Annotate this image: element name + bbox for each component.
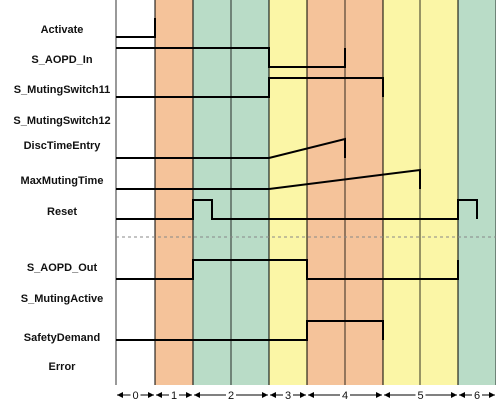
- waveforms: [116, 18, 478, 341]
- phase-label-6: 6: [474, 390, 480, 402]
- label-reset: Reset: [47, 206, 77, 218]
- phase-band-1: [155, 0, 193, 385]
- waveform-s_aopd_out: [116, 259, 459, 280]
- waveform-activate: [116, 18, 156, 38]
- label-s_aopd_out: S_AOPD_Out: [27, 262, 98, 274]
- waveform-disctimeentry: [116, 137, 346, 159]
- phase-label-5: 5: [417, 390, 423, 402]
- waveform-reset: [116, 199, 478, 220]
- phase-label-4: 4: [342, 390, 348, 402]
- phase-label-3: 3: [285, 390, 291, 402]
- label-s_mutingswitch12: S_MutingSwitch12: [13, 115, 110, 127]
- phase-band-0: [116, 0, 155, 385]
- label-disctimeentry: DiscTimeEntry: [24, 140, 102, 152]
- waveform-s_aopd_in: [116, 47, 346, 68]
- phase-axis: 0 1 2 3 4 5 6: [117, 390, 495, 402]
- label-activate: Activate: [41, 24, 84, 36]
- waveform-s_mutingswitch11: [116, 77, 384, 98]
- phase-band-6: [458, 0, 496, 385]
- label-s_mutingswitch11: S_MutingSwitch11: [14, 84, 111, 96]
- label-s_mutingactive: S_MutingActive: [21, 293, 104, 305]
- label-safetydemand: SafetyDemand: [24, 332, 100, 344]
- signal-labels: Activate S_AOPD_In S_MutingSwitch11 S_Mutin…: [13, 24, 110, 373]
- label-maxmutingtime: MaxMutingTime: [21, 175, 104, 187]
- phase-band-5: [383, 0, 458, 385]
- label-error: Error: [49, 361, 77, 373]
- label-s_aopd_in: S_AOPD_In: [31, 54, 92, 66]
- waveform-safetydemand: [116, 320, 384, 341]
- phase-band-3: [269, 0, 307, 385]
- phase-label-1: 1: [171, 390, 177, 402]
- phase-label-0: 0: [132, 390, 138, 402]
- phase-label-2: 2: [228, 390, 234, 402]
- waveform-maxmutingtime: [116, 168, 421, 190]
